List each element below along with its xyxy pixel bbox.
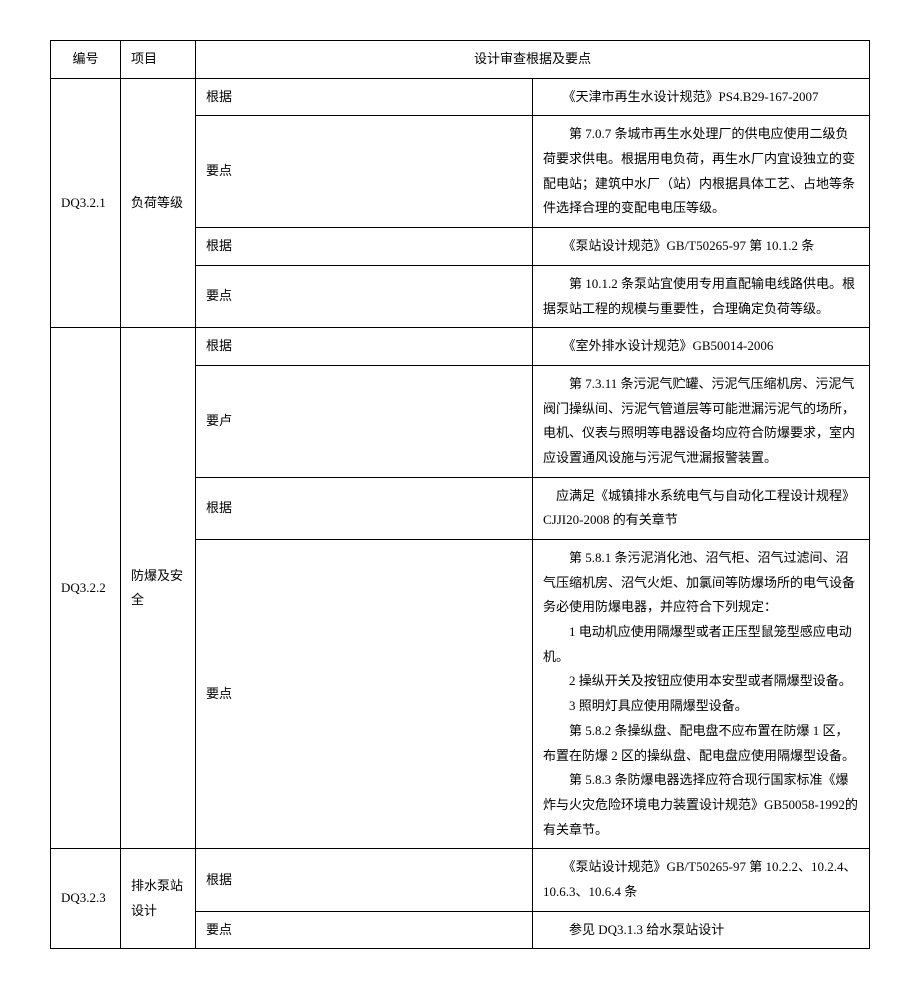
cell-content: 《天津市再生水设计规范》PS4.B29-167-2007 <box>533 78 870 116</box>
cell-content: 《泵站设计规范》GB/T50265-97 第 10.1.2 条 <box>533 228 870 266</box>
table-row: DQ3.2.3 排水泵站设计 根据 《泵站设计规范》GB/T50265-97 第… <box>51 849 870 911</box>
cell-content: 应满足《城镇排水系统电气与自动化工程设计规程》CJJI20-2008 的有关章节 <box>533 477 870 539</box>
table-header-row: 编号 项目 设计审查根据及要点 <box>51 41 870 79</box>
design-review-table: 编号 项目 设计审查根据及要点 DQ3.2.1 负荷等级 根据 《天津市再生水设… <box>50 40 870 949</box>
header-project: 项目 <box>121 41 196 79</box>
table-row: DQ3.2.1 负荷等级 根据 《天津市再生水设计规范》PS4.B29-167-… <box>51 78 870 116</box>
cell-id: DQ3.2.3 <box>51 849 121 949</box>
cell-type: 要点 <box>196 116 533 228</box>
cell-type: 根据 <box>196 477 533 539</box>
cell-type: 根据 <box>196 228 533 266</box>
header-basis: 设计审查根据及要点 <box>196 41 870 79</box>
cell-type: 要卢 <box>196 365 533 477</box>
cell-type: 要点 <box>196 265 533 327</box>
header-id: 编号 <box>51 41 121 79</box>
cell-id: DQ3.2.2 <box>51 328 121 849</box>
cell-id: DQ3.2.1 <box>51 78 121 328</box>
table-row: DQ3.2.2 防爆及安全 根据 《室外排水设计规范》GB50014-2006 <box>51 328 870 366</box>
cell-content: 第 5.8.1 条污泥消化池、沼气柜、沼气过滤间、沼气压缩机房、沼气火炬、加氯间… <box>533 540 870 849</box>
cell-type: 根据 <box>196 78 533 116</box>
cell-type: 根据 <box>196 328 533 366</box>
cell-type: 根据 <box>196 849 533 911</box>
cell-content: 第 7.3.11 条污泥气贮罐、污泥气压缩机房、污泥气阀门操纵间、污泥气管道层等… <box>533 365 870 477</box>
cell-content: 《泵站设计规范》GB/T50265-97 第 10.2.2、10.2.4、10.… <box>533 849 870 911</box>
cell-type: 要点 <box>196 540 533 849</box>
cell-content: 第 10.1.2 条泵站宜使用专用直配输电线路供电。根据泵站工程的规模与重要性，… <box>533 265 870 327</box>
cell-content: 《室外排水设计规范》GB50014-2006 <box>533 328 870 366</box>
cell-type: 要点 <box>196 911 533 949</box>
cell-content: 参见 DQ3.1.3 给水泵站设计 <box>533 911 870 949</box>
cell-content: 第 7.0.7 条城市再生水处理厂的供电应使用二级负荷要求供电。根据用电负荷，再… <box>533 116 870 228</box>
cell-project: 负荷等级 <box>121 78 196 328</box>
cell-project: 防爆及安全 <box>121 328 196 849</box>
cell-project: 排水泵站设计 <box>121 849 196 949</box>
